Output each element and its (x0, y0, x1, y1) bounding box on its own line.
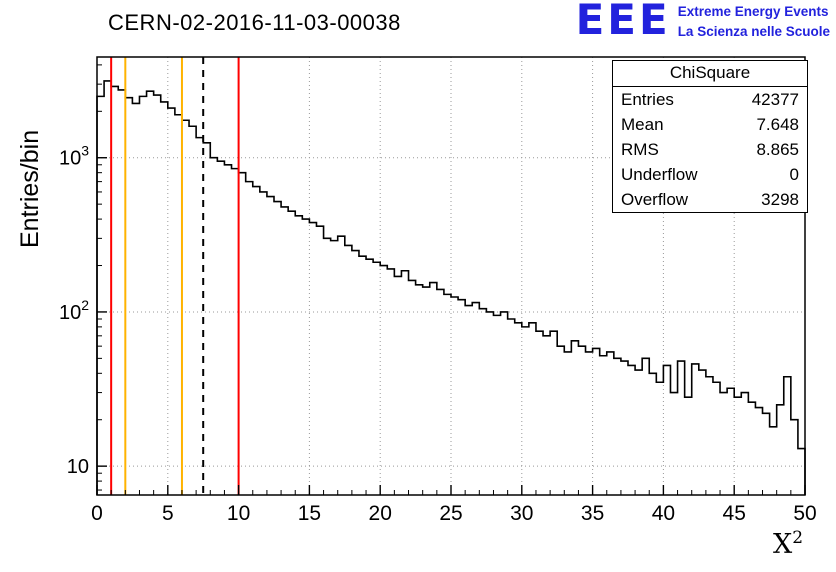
svg-text:103: 103 (59, 143, 89, 170)
stats-row-rms: RMS 8.865 (621, 140, 799, 159)
stats-row-underflow: Underflow 0 (621, 165, 799, 184)
svg-text:45: 45 (723, 502, 746, 525)
svg-text:20: 20 (369, 502, 392, 525)
eee-logo-text: Extreme Energy Events La Scienza nelle S… (678, 2, 830, 43)
stats-box: ChiSquare Entries 42377 Mean 7.648 RMS 8.86… (612, 60, 808, 213)
svg-text:15: 15 (298, 502, 321, 525)
svg-text:50: 50 (793, 502, 816, 525)
stats-row-overflow: Overflow 3298 (621, 190, 799, 209)
svg-text:30: 30 (510, 502, 533, 525)
svg-text:10: 10 (67, 456, 89, 478)
svg-text:102: 102 (59, 297, 89, 324)
eee-logo-line2: La Scienza nelle Scuole (677, 24, 830, 40)
eee-logo-line1: Extreme Energy Events (677, 4, 829, 19)
eee-logo-acronym: EEE (575, 0, 671, 44)
svg-text:5: 5 (162, 502, 174, 525)
svg-text:35: 35 (581, 502, 604, 525)
stats-row-mean: Mean 7.648 (621, 115, 799, 134)
svg-text:40: 40 (652, 502, 675, 525)
x-axis-label: X2 (773, 528, 804, 560)
page-title: CERN-02-2016-11-03-00038 (108, 10, 401, 35)
stats-row-entries: Entries 42377 (621, 90, 799, 109)
svg-text:0: 0 (91, 502, 103, 525)
stats-title: ChiSquare (613, 61, 807, 87)
svg-text:10: 10 (227, 502, 250, 525)
svg-text:25: 25 (439, 502, 462, 525)
eee-logo: EEE Extreme Energy Events La Scienza nel… (575, 0, 830, 44)
